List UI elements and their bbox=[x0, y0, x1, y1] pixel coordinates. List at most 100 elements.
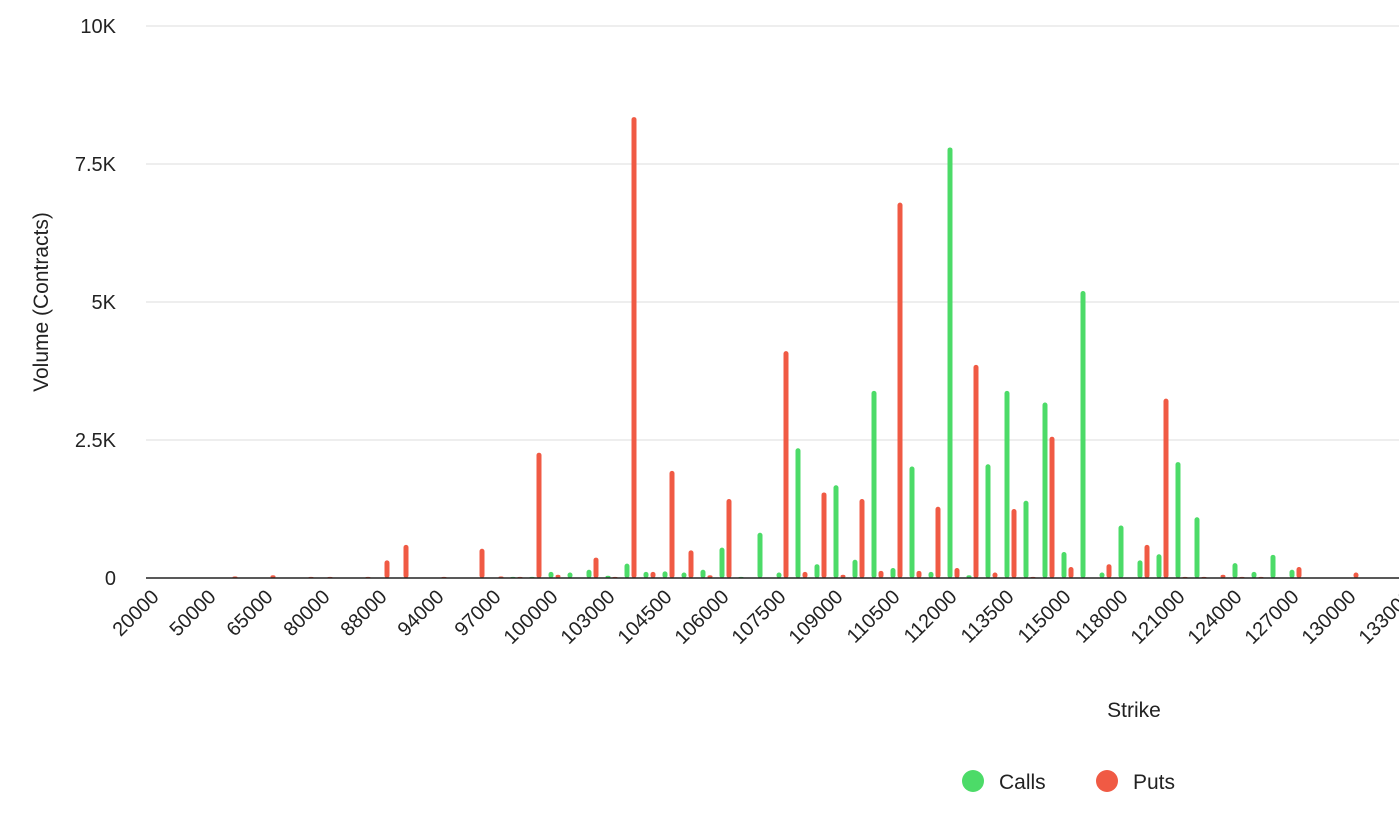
puts-bar[interactable] bbox=[403, 544, 409, 578]
puts-bar[interactable] bbox=[802, 571, 808, 578]
y-tick-label: 5K bbox=[92, 292, 117, 314]
x-tick-label: 113500 bbox=[957, 586, 1019, 648]
legend-item-puts[interactable]: Puts bbox=[1096, 770, 1175, 794]
calls-bar[interactable] bbox=[719, 547, 725, 578]
calls-bar[interactable] bbox=[909, 466, 915, 579]
calls-bar[interactable] bbox=[757, 532, 763, 578]
puts-bar[interactable] bbox=[954, 568, 960, 578]
puts-bar[interactable] bbox=[1049, 436, 1055, 578]
puts-bar[interactable] bbox=[1163, 398, 1169, 578]
puts-bar[interactable] bbox=[973, 364, 979, 578]
calls-bar[interactable] bbox=[852, 559, 858, 578]
puts-bar[interactable] bbox=[1144, 544, 1150, 578]
puts-bar[interactable] bbox=[935, 506, 941, 578]
puts-bar[interactable] bbox=[1011, 509, 1017, 578]
puts-bar[interactable] bbox=[1296, 566, 1302, 578]
puts-bar[interactable] bbox=[593, 557, 599, 578]
calls-bar[interactable] bbox=[985, 464, 991, 578]
x-tick-label: 127000 bbox=[1241, 586, 1304, 649]
calls-bar[interactable] bbox=[1118, 525, 1124, 578]
calls-bar[interactable] bbox=[1194, 517, 1200, 578]
puts-bar[interactable] bbox=[992, 572, 998, 578]
x-tick-label: 106000 bbox=[671, 586, 734, 649]
calls-bar[interactable] bbox=[1156, 554, 1162, 578]
puts-bar[interactable] bbox=[555, 574, 561, 578]
x-tick-label: 109000 bbox=[785, 586, 848, 649]
calls-bar[interactable] bbox=[833, 485, 839, 578]
calls-bar[interactable] bbox=[890, 568, 896, 578]
y-tick-label: 10K bbox=[80, 16, 116, 38]
puts-bar[interactable] bbox=[840, 574, 846, 578]
x-tick-label: 50000 bbox=[166, 586, 221, 641]
bars bbox=[232, 117, 1359, 579]
puts-bar[interactable] bbox=[878, 570, 884, 578]
calls-bar[interactable] bbox=[947, 147, 953, 578]
x-tick-label: 110500 bbox=[843, 586, 905, 648]
calls-bar[interactable] bbox=[1232, 563, 1238, 578]
puts-bar[interactable] bbox=[859, 499, 865, 578]
calls-bar[interactable] bbox=[814, 564, 820, 578]
x-tick-label: 107500 bbox=[728, 586, 791, 649]
puts-bar[interactable] bbox=[726, 499, 732, 578]
calls-bar[interactable] bbox=[586, 569, 592, 578]
x-tick-label: 103000 bbox=[557, 586, 620, 649]
y-tick-label: 2.5K bbox=[75, 430, 117, 452]
x-tick-label: 115000 bbox=[1014, 586, 1076, 648]
calls-bar[interactable] bbox=[1061, 552, 1067, 578]
calls-bar[interactable] bbox=[1099, 572, 1105, 578]
y-tick-label: 0 bbox=[105, 568, 116, 590]
puts-bar[interactable] bbox=[650, 571, 656, 578]
calls-bar[interactable] bbox=[1289, 569, 1295, 578]
calls-bar[interactable] bbox=[1175, 462, 1181, 578]
puts-bar[interactable] bbox=[916, 570, 922, 578]
x-tick-label: 94000 bbox=[394, 586, 449, 641]
puts-bar[interactable] bbox=[536, 452, 542, 578]
puts-bar[interactable] bbox=[1106, 564, 1112, 578]
calls-bar[interactable] bbox=[548, 571, 554, 578]
calls-bar[interactable] bbox=[1137, 560, 1143, 578]
puts-bar[interactable] bbox=[1068, 566, 1074, 578]
puts-bar[interactable] bbox=[897, 202, 903, 578]
puts-bar[interactable] bbox=[479, 548, 485, 578]
calls-bar[interactable] bbox=[567, 572, 573, 578]
x-tick-label: 112000 bbox=[900, 586, 962, 648]
puts-bar[interactable] bbox=[669, 470, 675, 578]
y-axis-title: Volume (Contracts) bbox=[30, 212, 53, 392]
x-tick-label: 88000 bbox=[337, 586, 392, 641]
calls-bar[interactable] bbox=[928, 571, 934, 578]
puts-bar[interactable] bbox=[821, 492, 827, 578]
calls-bar[interactable] bbox=[681, 572, 687, 578]
x-tick-label: 97000 bbox=[451, 586, 506, 641]
x-tick-label: 121000 bbox=[1127, 586, 1190, 649]
calls-bar[interactable] bbox=[700, 569, 706, 578]
puts-bar[interactable] bbox=[384, 560, 390, 578]
calls-bar[interactable] bbox=[1270, 554, 1276, 578]
calls-bar[interactable] bbox=[795, 448, 801, 578]
legend-item-calls[interactable]: Calls bbox=[962, 770, 1046, 794]
puts-bar[interactable] bbox=[783, 351, 789, 578]
calls-bar[interactable] bbox=[776, 572, 782, 578]
legend-puts-label: Puts bbox=[1133, 771, 1175, 794]
puts-bar[interactable] bbox=[1220, 574, 1226, 578]
calls-bar[interactable] bbox=[662, 571, 668, 578]
x-tick-label: 80000 bbox=[280, 586, 335, 641]
legend-puts-marker bbox=[1096, 770, 1118, 792]
calls-bar[interactable] bbox=[871, 390, 877, 578]
x-tick-label: 130000 bbox=[1298, 586, 1361, 649]
puts-bar[interactable] bbox=[631, 117, 637, 578]
puts-bar[interactable] bbox=[1353, 572, 1359, 578]
calls-bar[interactable] bbox=[1004, 390, 1010, 578]
x-axis-ticks: 20000 50000 65000 80000 88000 94000 9700010000… bbox=[109, 586, 1399, 649]
calls-bar[interactable] bbox=[1023, 500, 1029, 578]
calls-bar[interactable] bbox=[624, 563, 630, 578]
calls-bar[interactable] bbox=[1080, 290, 1086, 578]
x-tick-label: 124000 bbox=[1184, 586, 1247, 649]
calls-bar[interactable] bbox=[1251, 571, 1257, 578]
x-axis-title: Strike bbox=[1107, 699, 1161, 722]
puts-bar[interactable] bbox=[688, 550, 694, 578]
x-tick-label: 100000 bbox=[500, 586, 563, 649]
calls-bar[interactable] bbox=[1042, 402, 1048, 578]
calls-bar[interactable] bbox=[643, 571, 649, 578]
y-axis-ticks: 0 2.5K 5K 7.5K 10K bbox=[75, 16, 117, 590]
x-tick-label: 20000 bbox=[109, 586, 164, 641]
